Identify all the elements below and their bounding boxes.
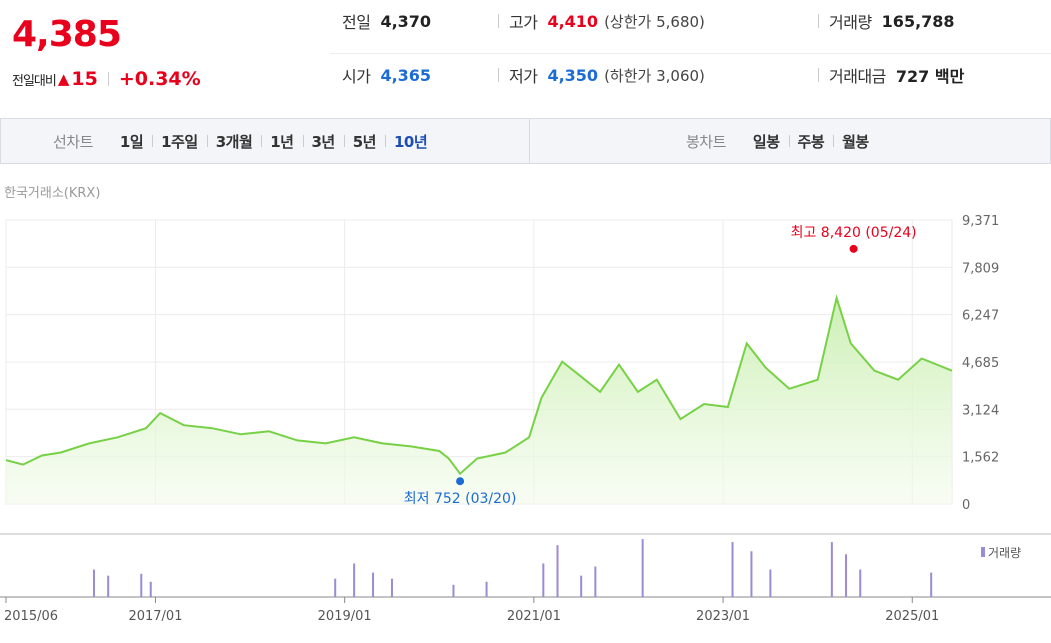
x-tick-label: 2017/01 (128, 609, 182, 624)
candle-chart-title: 봉차트 (686, 132, 726, 151)
volume-bar (334, 578, 337, 597)
candle-weekly-button[interactable]: 주봉 (788, 131, 834, 152)
volume-bar (353, 563, 356, 597)
price-area-fill (6, 297, 952, 504)
y-tick-label: 9,371 (962, 214, 999, 229)
source-label: 한국거래소(KRX) (4, 186, 101, 201)
prev-close: 전일 4,370 (342, 0, 431, 42)
open-value: 4,365 (380, 65, 432, 85)
period-3m-button[interactable]: 3개월 (206, 131, 262, 152)
volume-bar (750, 551, 753, 597)
volume-bar (641, 539, 644, 597)
volume-bar (542, 563, 545, 597)
high-price: 고가 4,410 (상한가 5,680) (498, 0, 705, 42)
cell-divider (818, 68, 819, 82)
volume-bar (149, 581, 152, 597)
x-tick-label: 2021/01 (507, 609, 561, 624)
volume-legend-label: 거래량 (988, 546, 1021, 560)
lower-limit: (하한가 3,060) (604, 66, 705, 85)
quote-row-2: 시가 4,365 저가 4,350 (하한가 3,060) 거래대금 727 백… (330, 54, 1051, 108)
y-tick-label: 0 (962, 498, 970, 513)
amount-label: 거래대금 (829, 67, 886, 86)
high-marker-label: 최고 8,420 (05/24) (791, 225, 917, 241)
price-chart: 최고 8,420 (05/24) 최저 752 (03/20) 9,371 7,80… (0, 214, 1051, 624)
period-1d-button[interactable]: 1일 (119, 132, 144, 151)
volume-bar (731, 542, 734, 597)
x-tick-label: 2023/01 (696, 609, 750, 624)
volume-bar (140, 573, 143, 597)
volume-bar (92, 569, 95, 597)
period-1w-button[interactable]: 1주일 (152, 131, 207, 152)
candle-chart-periods: 봉차트 일봉 주봉 월봉 (686, 119, 878, 163)
price-header: 4,385 전일대비 ▲ 15 +0.34% 전일 4,370 고가 4,410… (0, 0, 1051, 108)
period-3y-button[interactable]: 3년 (302, 131, 344, 152)
volume-bar (830, 542, 833, 597)
x-tick-label: 2019/01 (318, 609, 372, 624)
period-1y-button[interactable]: 1년 (261, 131, 302, 152)
trade-amount: 거래대금 727 백만 (818, 54, 964, 96)
y-tick-label: 4,685 (962, 356, 999, 371)
period-10y-button[interactable]: 10년 (385, 131, 436, 152)
y-tick-label: 7,809 (962, 261, 999, 276)
volume-bar (930, 572, 933, 597)
cell-divider (498, 68, 499, 82)
candle-monthly-button[interactable]: 월봉 (833, 131, 878, 152)
volume-bar (556, 545, 559, 597)
low-value: 4,350 (547, 65, 599, 85)
high-label: 고가 (509, 13, 538, 32)
volume-bar (845, 554, 848, 597)
y-tick-label: 1,562 (962, 451, 999, 466)
upper-limit: (상한가 5,680) (604, 12, 705, 31)
change-row: 전일대비 ▲ 15 +0.34% (12, 68, 201, 90)
volume-bar (452, 584, 455, 597)
volume-bar (485, 581, 488, 597)
y-tick-label: 6,247 (962, 309, 999, 324)
volume-value: 165,788 (881, 11, 955, 31)
volume-bar (390, 578, 393, 597)
chart-toolbar: 선차트 1일 1주일 3개월 1년 3년 5년 10년 봉차트 일봉 주봉 월봉 (0, 118, 1051, 164)
change-percent: +0.34% (118, 68, 201, 90)
volume-info: 거래량 165,788 (818, 0, 955, 42)
line-chart-periods: 선차트 1일 1주일 3개월 1년 3년 5년 10년 (53, 119, 436, 163)
amount-value: 727 백만 (895, 67, 965, 86)
volume-bar (372, 572, 375, 597)
low-marker-dot (456, 477, 465, 486)
quote-row-1: 전일 4,370 고가 4,410 (상한가 5,680) 거래량 165,78… (330, 0, 1051, 54)
current-price: 4,385 (12, 14, 122, 55)
x-tick-label: 2015/06 (4, 609, 58, 624)
up-arrow-icon: ▲ (57, 70, 70, 88)
y-tick-label: 3,124 (962, 403, 999, 418)
volume-bar (580, 575, 583, 597)
toolbar-divider (529, 119, 530, 163)
prev-close-value: 4,370 (380, 11, 432, 31)
volume-bar (769, 569, 772, 597)
candle-daily-button[interactable]: 일봉 (752, 132, 780, 151)
high-value: 4,410 (547, 11, 599, 31)
change-amount: 15 (71, 68, 98, 90)
volume-legend-swatch (981, 547, 985, 557)
change-label: 전일대비 (12, 73, 57, 89)
volume-bar (107, 575, 110, 597)
prev-close-label: 전일 (342, 13, 371, 32)
high-marker-dot (849, 244, 858, 253)
volume-bar (594, 566, 597, 597)
volume-label: 거래량 (829, 13, 872, 32)
cell-divider (818, 14, 819, 28)
quote-info-grid: 전일 4,370 고가 4,410 (상한가 5,680) 거래량 165,78… (330, 0, 1051, 108)
low-marker-label: 최저 752 (03/20) (404, 491, 517, 507)
line-chart-title: 선차트 (53, 132, 93, 151)
period-5y-button[interactable]: 5년 (343, 131, 385, 152)
open-label: 시가 (342, 67, 371, 86)
low-label: 저가 (509, 67, 538, 86)
low-price: 저가 4,350 (하한가 3,060) (498, 54, 705, 96)
cell-divider (498, 14, 499, 28)
x-tick-label: 2025/01 (885, 609, 939, 624)
volume-bar (859, 569, 862, 597)
change-divider (107, 72, 109, 86)
open-price: 시가 4,365 (342, 54, 431, 96)
